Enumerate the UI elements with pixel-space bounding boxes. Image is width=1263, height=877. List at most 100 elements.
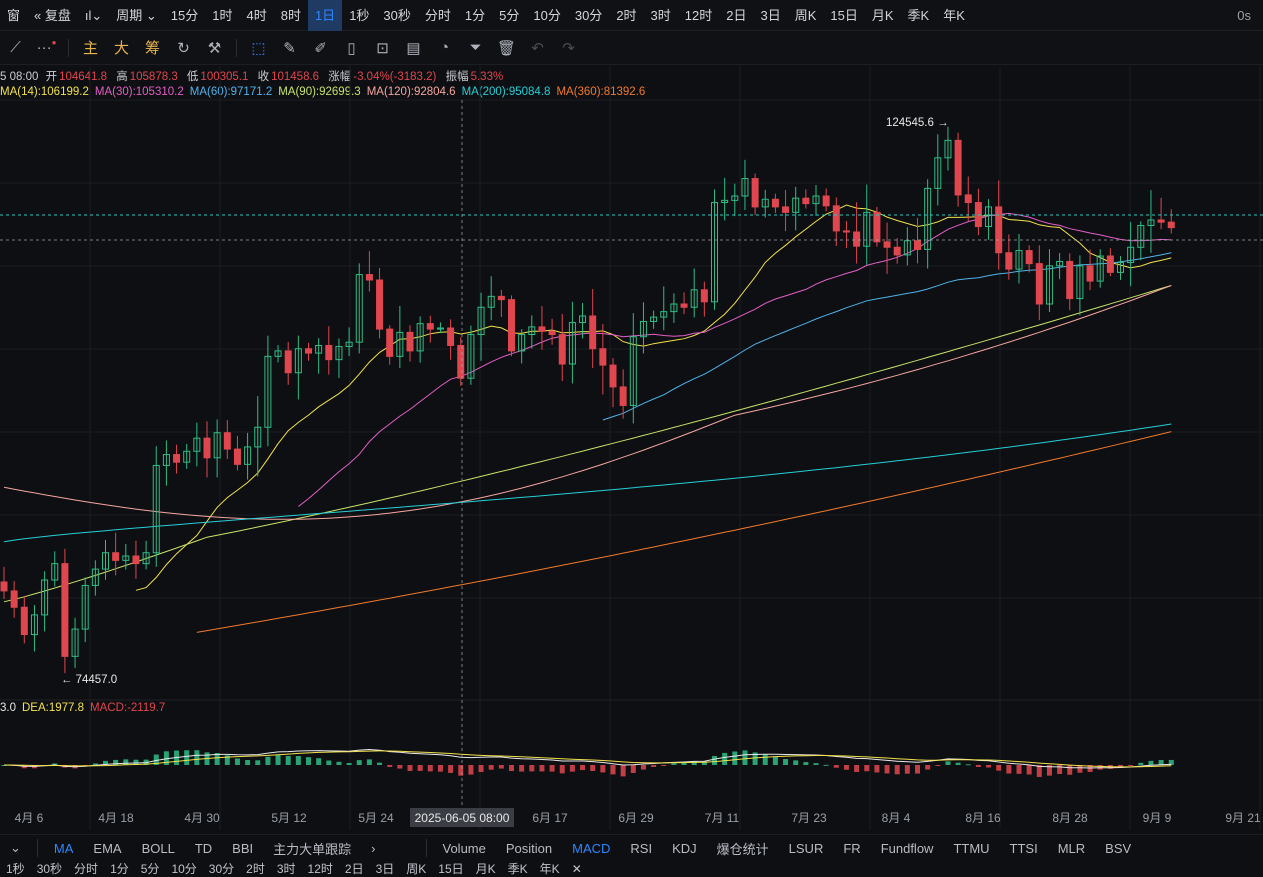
indicator-tab[interactable]: EMA [93, 840, 122, 856]
indicator-tab[interactable]: Fundflow [880, 840, 934, 856]
indicator-tab[interactable]: MACD [572, 840, 611, 856]
bottom-period-item[interactable]: 30分 [208, 862, 235, 876]
period-item[interactable]: 3日 [760, 7, 781, 23]
macd-bar [1046, 765, 1052, 776]
indicator-icon[interactable]: ıl⌄ [84, 7, 103, 23]
period-item[interactable]: 1时 [212, 7, 233, 23]
bottom-period-item[interactable]: 30秒 [36, 862, 63, 876]
indicator-tab[interactable]: TD [194, 840, 213, 856]
bottom-period-item[interactable]: 1分 [110, 862, 129, 876]
filter-icon[interactable]: ⏷ [469, 39, 482, 56]
period-item[interactable]: 周K [794, 7, 817, 23]
refresh-icon[interactable]: ↻ [177, 39, 190, 57]
period-item[interactable]: 2时 [616, 7, 637, 23]
period-item[interactable]: 30分 [574, 7, 603, 23]
pen-icon[interactable]: ✐ [314, 39, 327, 57]
bottom-period-item[interactable]: 10分 [171, 862, 197, 876]
bottom-period-item[interactable]: 1秒 [6, 862, 25, 876]
bottom-period-item[interactable]: 5分 [140, 862, 160, 876]
period-item[interactable]: 1分 [464, 7, 486, 23]
period-item[interactable]: 1日 [307, 0, 343, 31]
period-item[interactable]: 周期 ⌄ [116, 7, 157, 23]
indicator-tab[interactable]: 爆仓统计 [716, 841, 769, 857]
trendline-icon[interactable]: ⟋ [10, 39, 21, 56]
wand-icon[interactable]: ⚒ [207, 39, 222, 57]
edit-icon[interactable]: ▤ [406, 39, 421, 57]
magnet-icon[interactable]: ◔ [439, 39, 450, 56]
bottom-period-item[interactable]: 季K [507, 862, 528, 876]
bottom-period-item[interactable]: 2时 [246, 862, 265, 876]
period-item[interactable]: 分时 [424, 7, 451, 23]
bottom-period-item[interactable]: 分时 [74, 862, 99, 876]
bottom-period-item[interactable]: 15日 [438, 862, 464, 876]
collapse-icon[interactable]: ⌄ [10, 840, 21, 855]
period-item[interactable]: 1秒 [349, 7, 370, 23]
period-item[interactable]: 年K [943, 7, 965, 23]
period-item[interactable]: 窗 [7, 7, 21, 23]
indicator-tab[interactable]: BOLL [141, 840, 175, 856]
main-indicator-button[interactable]: 主 [82, 40, 98, 57]
lock-icon[interactable]: ⊡ [376, 39, 389, 57]
period-item[interactable]: 10分 [533, 7, 561, 23]
period-item[interactable]: 5分 [499, 7, 520, 23]
macd-bar [184, 750, 190, 765]
indicator-tab[interactable]: BBI [232, 840, 254, 856]
indicator-tab[interactable]: 主力大单跟踪 [273, 841, 352, 857]
legend-entry: MA(200):95084.8 [461, 86, 551, 98]
undo-icon[interactable]: ↶ [531, 39, 544, 57]
indicator-tab[interactable]: Position [505, 840, 553, 856]
period-item[interactable]: 15日 [830, 7, 858, 23]
price-chart[interactable]: 124545.6 → ← 74457.0 4月 6 4月 18 4月 30 5月 12 5… [0, 0, 1263, 834]
bottom-period-item[interactable]: 年K [539, 862, 560, 876]
candle-body [274, 350, 282, 357]
macd-bar [397, 765, 403, 769]
indicator-tab[interactable]: LSUR [788, 840, 824, 856]
bottom-period-item[interactable]: 月K [475, 862, 496, 876]
candle-body [41, 579, 49, 616]
macd-bar [1168, 759, 1174, 765]
indicator-tab[interactable]: MLR [1057, 840, 1086, 856]
bottom-period-item[interactable]: 周K [406, 862, 427, 876]
chip-button[interactable]: 筹 [144, 40, 160, 57]
period-item[interactable]: 3时 [650, 7, 671, 23]
candle-body [842, 230, 850, 233]
candle-body [1045, 265, 1053, 305]
period-item[interactable]: 15分 [170, 7, 199, 23]
period-item[interactable]: 30秒 [383, 7, 411, 23]
period-item[interactable]: 季K [907, 7, 930, 23]
trash-icon[interactable]: 🗑 [496, 39, 517, 57]
close-icon[interactable]: ✕ [571, 862, 582, 876]
high-marker: 124545.6 → [886, 117, 949, 129]
period-item[interactable]: « 复盘 [34, 7, 71, 23]
period-item[interactable]: 12时 [684, 7, 713, 23]
big-order-button[interactable]: 大 [113, 40, 129, 57]
indicator-tab[interactable]: TTSI [1009, 840, 1038, 856]
macd-bar [52, 763, 58, 765]
bottom-period-item[interactable]: 3时 [276, 862, 296, 876]
redo-icon[interactable]: ↷ [562, 39, 575, 57]
more-dots-icon[interactable]: ··· ● [36, 38, 57, 56]
indicator-tab[interactable]: Volume [442, 840, 486, 856]
period-item[interactable]: 月K [871, 7, 894, 23]
period-item[interactable]: 8时 [280, 7, 301, 23]
indicator-tab[interactable]: BSV [1105, 840, 1132, 856]
indicator-tab[interactable]: FR [843, 840, 861, 856]
indicator-tab[interactable]: MA [53, 840, 74, 856]
select-cursor-icon[interactable]: ⬚ [251, 39, 266, 57]
period-item[interactable]: 4时 [246, 7, 267, 23]
bottom-period-item[interactable]: 2日 [344, 862, 364, 876]
macd-bar [894, 765, 900, 775]
indicator-tab[interactable]: RSI [630, 840, 653, 856]
macd-bar [833, 765, 839, 768]
bottom-period-item[interactable]: 12时 [307, 862, 333, 876]
candle-icon[interactable]: ▯ [347, 39, 356, 57]
period-item[interactable]: 2日 [726, 7, 747, 23]
bottom-period-item[interactable]: 3日 [375, 862, 395, 876]
ruler-icon[interactable]: ✎ [283, 39, 296, 57]
candle-body [1066, 260, 1074, 300]
indicator-tab[interactable]: TTMU [953, 840, 990, 856]
more-icon[interactable]: › [371, 840, 376, 856]
period-toolbar: 窗 « 复盘 ıl⌄ 周期 ⌄ 15分 1时 4时 8时 1日 1秒 30秒 分时 1分 5分 10分 30分… [0, 0, 1263, 31]
macd-bar [986, 765, 992, 768]
indicator-tab[interactable]: KDJ [672, 840, 697, 856]
